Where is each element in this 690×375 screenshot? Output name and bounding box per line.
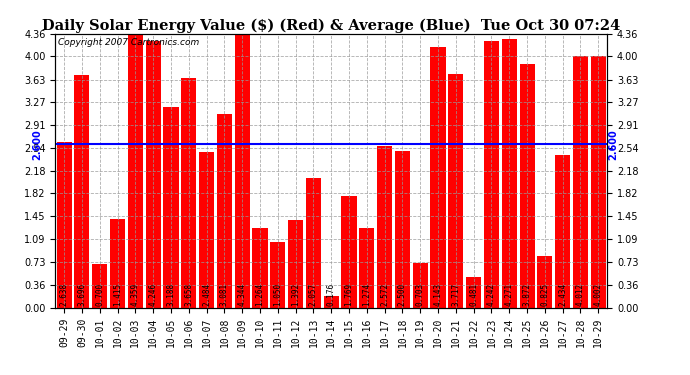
Bar [235, 35, 250, 308]
Text: 4.344: 4.344 [237, 283, 246, 306]
Bar [181, 78, 197, 308]
Text: 4.002: 4.002 [594, 283, 603, 306]
Bar [555, 154, 570, 308]
Bar [128, 34, 143, 308]
Text: 4.271: 4.271 [505, 283, 514, 306]
Bar [466, 277, 481, 308]
Text: 2.434: 2.434 [558, 283, 567, 306]
Text: 1.274: 1.274 [362, 283, 371, 306]
Text: 1.415: 1.415 [113, 283, 122, 306]
Bar [377, 146, 392, 308]
Bar [520, 64, 535, 308]
Bar [342, 196, 357, 308]
Bar [448, 74, 464, 307]
Title: Daily Solar Energy Value ($) (Red) & Average (Blue)  Tue Oct 30 07:24: Daily Solar Energy Value ($) (Red) & Ave… [42, 18, 620, 33]
Bar [288, 220, 303, 308]
Text: 4.246: 4.246 [148, 283, 157, 306]
Text: 0.700: 0.700 [95, 283, 104, 306]
Bar [253, 228, 268, 308]
Text: 1.392: 1.392 [291, 283, 300, 306]
Bar [324, 297, 339, 307]
Text: 1.769: 1.769 [344, 283, 353, 306]
Bar [395, 150, 410, 308]
Text: 2.572: 2.572 [380, 283, 389, 306]
Text: Copyright 2007 Cartronics.com: Copyright 2007 Cartronics.com [58, 38, 199, 47]
Bar [431, 47, 446, 308]
Text: 0.703: 0.703 [416, 283, 425, 306]
Text: 3.188: 3.188 [166, 283, 175, 306]
Bar [306, 178, 321, 308]
Text: 2.638: 2.638 [59, 283, 68, 306]
Bar [199, 152, 214, 308]
Text: 0.176: 0.176 [326, 283, 336, 306]
Text: 4.359: 4.359 [131, 283, 140, 306]
Text: 3.717: 3.717 [451, 283, 460, 306]
Text: 1.050: 1.050 [273, 283, 282, 306]
Text: 3.872: 3.872 [522, 283, 531, 306]
Text: 0.481: 0.481 [469, 283, 478, 306]
Bar [413, 263, 428, 308]
Text: 3.658: 3.658 [184, 283, 193, 306]
Bar [75, 75, 90, 308]
Text: 3.081: 3.081 [220, 283, 229, 306]
Text: 2.600: 2.600 [32, 129, 42, 160]
Text: 2.500: 2.500 [398, 283, 407, 306]
Bar [146, 41, 161, 308]
Bar [57, 142, 72, 308]
Bar [591, 56, 606, 308]
Text: 1.264: 1.264 [255, 283, 264, 306]
Bar [110, 219, 125, 308]
Bar [538, 256, 553, 308]
Text: 0.825: 0.825 [540, 283, 549, 306]
Bar [484, 41, 499, 308]
Bar [573, 56, 588, 308]
Text: 4.242: 4.242 [487, 283, 496, 306]
Bar [270, 242, 286, 308]
Text: 3.696: 3.696 [77, 283, 86, 306]
Bar [164, 107, 179, 308]
Text: 2.484: 2.484 [202, 283, 211, 306]
Text: 2.057: 2.057 [309, 283, 318, 306]
Bar [217, 114, 232, 308]
Bar [92, 264, 107, 308]
Bar [502, 39, 517, 308]
Text: 4.012: 4.012 [576, 283, 585, 306]
Bar [359, 228, 375, 308]
Text: 4.143: 4.143 [433, 283, 442, 306]
Text: 2.600: 2.600 [609, 129, 618, 160]
